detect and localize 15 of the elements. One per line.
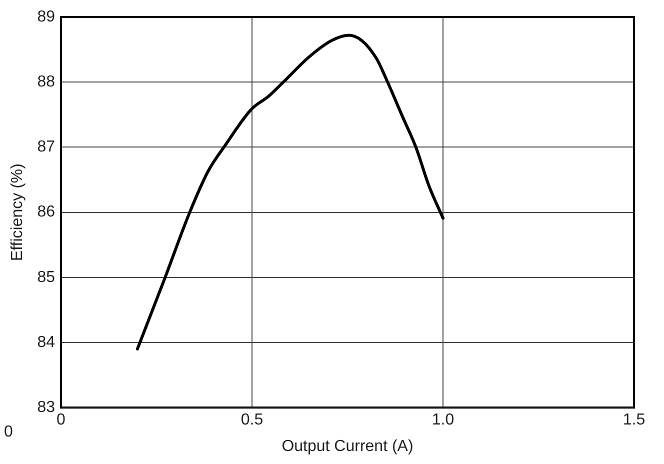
y-tick-label: 89 [37,8,56,26]
line-series [136,34,444,351]
x-tick-label: 0 [56,412,66,429]
y-tick-label: 85 [37,268,56,286]
x-tick-label: 1.0 [432,412,454,429]
x-tick-label: 0.5 [240,412,264,429]
y-tick-label: 88 [37,74,56,91]
x-axis-title: Output Current (A) [282,438,414,455]
y-axis-title: Efficiency (%) [9,164,26,262]
x-tick-label: 1.5 [622,412,646,429]
y-tick-label: 87 [37,138,56,156]
text: 0 [4,423,13,440]
y-tick-label: 86 [37,204,56,221]
y-tick-label: 83 [37,399,56,416]
y-tick-label: 84 [37,334,56,351]
